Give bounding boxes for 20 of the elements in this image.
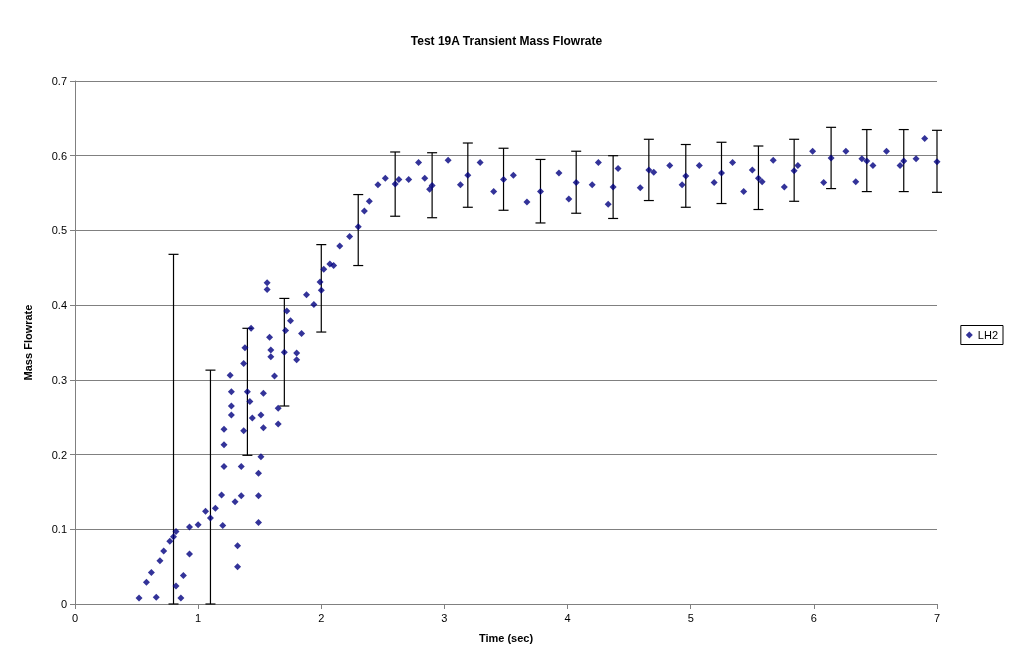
x-tick-label: 1: [195, 611, 202, 624]
legend-label: LH2: [977, 329, 999, 341]
y-tick-label: 0.1: [51, 523, 67, 536]
chart-title: Test 19A Transient Mass Flowrate: [410, 34, 603, 48]
x-tick-label: 2: [318, 611, 325, 624]
x-tick-label: 4: [564, 611, 571, 624]
x-tick-label: 5: [687, 611, 694, 624]
x-tick-label: 0: [71, 611, 79, 624]
x-tick-label: 7: [933, 611, 941, 624]
y-tick-label: 0.4: [51, 299, 67, 312]
y-axis-title: Mass Flowrate: [21, 304, 34, 381]
x-axis-title: Time (sec): [478, 631, 534, 644]
y-tick-label: 0.3: [51, 373, 67, 386]
y-tick-label: 0.6: [51, 149, 67, 162]
y-tick-label: 0: [60, 598, 67, 610]
y-tick-label: 0.2: [51, 448, 67, 461]
x-tick-label: 6: [810, 611, 817, 624]
x-tick-label: 3: [441, 611, 448, 624]
y-tick-label: 0.7: [51, 75, 67, 87]
y-tick-label: 0.5: [51, 224, 67, 237]
